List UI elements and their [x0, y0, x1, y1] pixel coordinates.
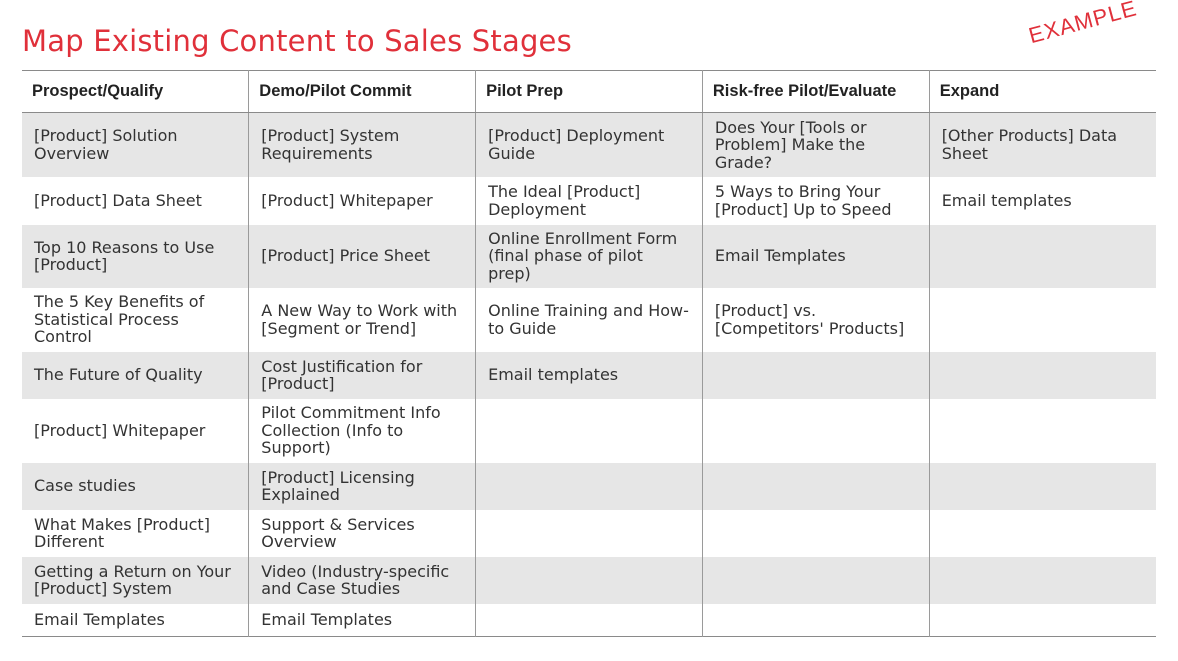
- table-cell: Online Training and How-to Guide: [475, 287, 703, 352]
- table-cell: [475, 556, 703, 604]
- table-cell: [475, 398, 703, 463]
- column-header: Prospect/Qualify: [22, 70, 249, 113]
- table-row: [Product] Whitepaper Pilot Commitment Inf…: [22, 398, 1156, 463]
- table-cell: [475, 509, 703, 557]
- table-cell: Video (Industry-specific and Case Studie…: [248, 556, 476, 604]
- column-header: Pilot Prep: [475, 70, 703, 113]
- example-stamp: EXAMPLE: [1026, 0, 1140, 49]
- table-row: Case studies [Product] Licensing Explaine…: [22, 462, 1156, 510]
- table-cell: [Product] System Requirements: [248, 112, 476, 177]
- table-cell: [Product] Whitepaper: [248, 176, 476, 225]
- table-row: Email Templates Email Templates: [22, 603, 1156, 637]
- table-cell: [928, 287, 1156, 352]
- table-cell: [475, 603, 703, 637]
- table-row: Getting a Return on Your [Product] Syste…: [22, 556, 1156, 604]
- table-cell: [701, 462, 930, 510]
- table-cell: Does Your [Tools or Problem] Make the Gr…: [701, 112, 930, 177]
- table-row: The Future of Quality Cost Justification …: [22, 351, 1156, 399]
- table-cell: Email Templates: [701, 224, 930, 288]
- table-row: What Makes [Product] Different Support & …: [22, 509, 1156, 557]
- table-cell: [701, 556, 930, 604]
- table-cell: [Product] Deployment Guide: [475, 112, 703, 177]
- table-cell: [928, 509, 1156, 557]
- table-row: Top 10 Reasons to Use [Product] [Product]…: [22, 224, 1156, 288]
- column-header: Demo/Pilot Commit: [248, 70, 476, 113]
- table-cell: [928, 556, 1156, 604]
- table-cell: A New Way to Work with [Segment or Trend…: [248, 287, 476, 352]
- table-cell: [Product] Solution Overview: [22, 112, 249, 177]
- column-header: Expand: [928, 70, 1156, 113]
- table-cell: [701, 398, 930, 463]
- table-cell: The Future of Quality: [22, 351, 249, 399]
- page-title: Map Existing Content to Sales Stages: [22, 24, 572, 58]
- table-cell: [928, 224, 1156, 288]
- table-cell: Email templates: [928, 176, 1156, 225]
- table-cell: Support & Services Overview: [248, 509, 476, 557]
- table-cell: Online Enrollment Form (final phase of p…: [475, 224, 703, 288]
- table-cell: [Other Products] Data Sheet: [928, 112, 1156, 177]
- table-cell: Top 10 Reasons to Use [Product]: [22, 224, 249, 288]
- table-cell: [Product] Licensing Explained: [248, 462, 476, 510]
- table-cell: [Product] vs. [Competitors' Products]: [701, 287, 930, 352]
- table-cell: The 5 Key Benefits of Statistical Proces…: [22, 287, 249, 352]
- content-map-table: Prospect/Qualify Demo/Pilot Commit Pilot…: [22, 70, 1156, 637]
- table-cell: [928, 351, 1156, 399]
- table-cell: Email Templates: [248, 603, 476, 637]
- table-row: The 5 Key Benefits of Statistical Proces…: [22, 287, 1156, 352]
- table-cell: [701, 509, 930, 557]
- table-cell: [701, 351, 930, 399]
- table-cell: [Product] Whitepaper: [22, 398, 249, 463]
- header-row: Prospect/Qualify Demo/Pilot Commit Pilot…: [22, 70, 1156, 113]
- table-cell: Pilot Commitment Info Collection (Info t…: [248, 398, 476, 463]
- table-cell: Email Templates: [22, 603, 249, 637]
- table-cell: [928, 398, 1156, 463]
- table-cell: [475, 462, 703, 510]
- table-cell: Getting a Return on Your [Product] Syste…: [22, 556, 249, 604]
- table-cell: What Makes [Product] Different: [22, 509, 249, 557]
- table-row: [Product] Data Sheet [Product] Whitepaper…: [22, 176, 1156, 225]
- table-cell: [928, 462, 1156, 510]
- table-row: [Product] Solution Overview [Product] Sys…: [22, 112, 1156, 177]
- table-cell: 5 Ways to Bring Your [Product] Up to Spe…: [701, 176, 930, 225]
- table-cell: Case studies: [22, 462, 249, 510]
- table-cell: [Product] Price Sheet: [248, 224, 476, 288]
- table-cell: [928, 603, 1156, 637]
- table-cell: Email templates: [475, 351, 703, 399]
- table-cell: The Ideal [Product] Deployment: [475, 176, 703, 225]
- column-header: Risk-free Pilot/Evaluate: [701, 70, 930, 113]
- table-cell: [701, 603, 930, 637]
- table-cell: Cost Justification for [Product]: [248, 351, 476, 399]
- table-cell: [Product] Data Sheet: [22, 176, 249, 225]
